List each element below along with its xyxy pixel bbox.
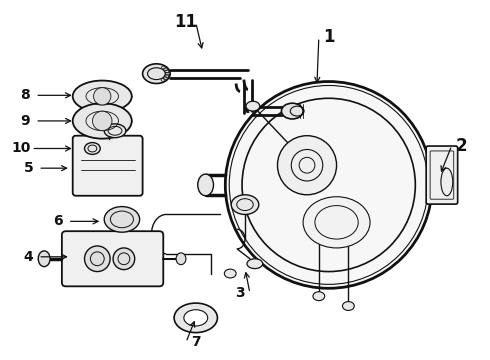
Ellipse shape [176, 253, 186, 265]
FancyBboxPatch shape [73, 136, 143, 196]
Text: 2: 2 [456, 136, 467, 154]
FancyBboxPatch shape [426, 146, 458, 204]
Text: 4: 4 [24, 250, 33, 264]
Text: 5: 5 [24, 161, 33, 175]
Text: 3: 3 [235, 286, 245, 300]
Ellipse shape [441, 168, 453, 196]
Ellipse shape [73, 103, 132, 139]
Ellipse shape [184, 310, 208, 326]
Circle shape [84, 246, 110, 271]
Text: 10: 10 [12, 141, 31, 156]
Circle shape [93, 111, 112, 131]
Text: 11: 11 [174, 13, 197, 31]
Ellipse shape [231, 195, 259, 215]
Ellipse shape [38, 251, 50, 267]
Ellipse shape [174, 303, 218, 333]
FancyBboxPatch shape [62, 231, 163, 286]
Ellipse shape [303, 197, 370, 248]
Text: 7: 7 [191, 336, 200, 350]
Ellipse shape [143, 64, 170, 84]
Ellipse shape [281, 103, 303, 119]
Circle shape [94, 87, 111, 105]
Ellipse shape [247, 259, 263, 269]
Ellipse shape [104, 124, 126, 138]
Circle shape [225, 82, 432, 288]
Ellipse shape [73, 81, 132, 112]
Circle shape [113, 248, 135, 270]
Text: 8: 8 [21, 88, 30, 102]
Ellipse shape [198, 174, 214, 196]
Ellipse shape [104, 207, 140, 232]
Text: 9: 9 [21, 114, 30, 128]
Text: 6: 6 [53, 214, 63, 228]
Ellipse shape [84, 143, 100, 154]
Ellipse shape [224, 269, 236, 278]
Ellipse shape [343, 302, 354, 310]
Ellipse shape [246, 101, 260, 111]
Text: 1: 1 [323, 28, 335, 46]
Circle shape [277, 136, 337, 195]
Ellipse shape [313, 292, 325, 301]
